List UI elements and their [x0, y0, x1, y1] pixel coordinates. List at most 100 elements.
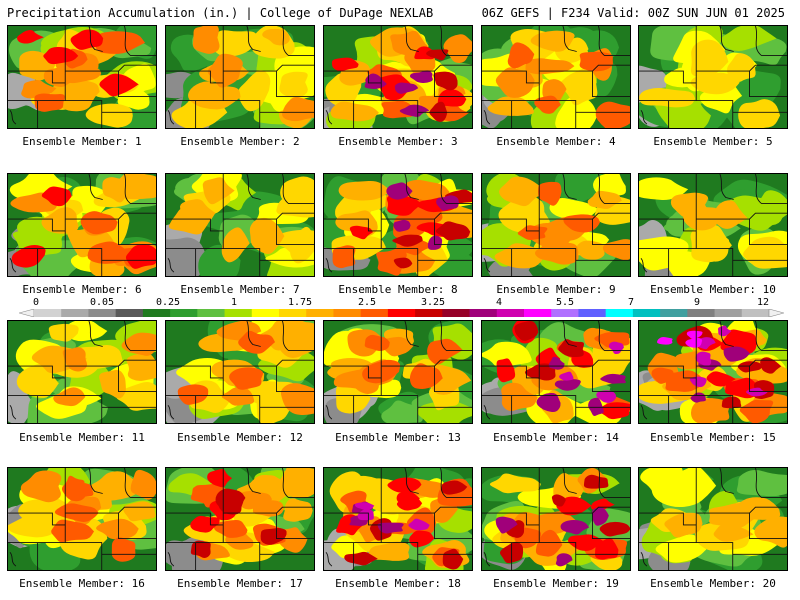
colorbar-tick-label: 4 [495, 297, 503, 308]
precip-contour [21, 80, 57, 99]
precip-field [639, 26, 787, 128]
colorbar-swatch [197, 309, 225, 317]
precip-contour [737, 361, 763, 373]
precip-contour [695, 351, 712, 367]
precip-contour [116, 381, 156, 411]
state-borders [8, 468, 156, 570]
precip-field [639, 174, 787, 276]
ensemble-member-label: Ensemble Member: 11 [19, 431, 145, 444]
precip-contour [130, 469, 156, 500]
colorbar-swatch [34, 309, 62, 317]
precip-contour [54, 503, 99, 522]
precip-contour [349, 225, 373, 240]
precip-contour [408, 518, 430, 531]
precip-contour [429, 101, 448, 122]
precip-contour [43, 46, 79, 65]
precip-contour [279, 71, 308, 98]
colorbar-swatch [496, 309, 525, 317]
precip-contour [207, 468, 233, 488]
precip-contour [754, 516, 787, 548]
precip-contour [409, 70, 433, 84]
map-title: Precipitation Accumulation (in.) | Colle… [7, 6, 434, 20]
ensemble-member-label: Ensemble Member: 19 [493, 577, 619, 590]
precip-contour [514, 321, 539, 341]
precip-contour [723, 346, 750, 362]
precip-contour [583, 474, 609, 489]
precip-contour [331, 57, 359, 72]
precip-field [639, 468, 787, 570]
precip-contour [354, 502, 375, 511]
precip-contour [344, 551, 378, 566]
ensemble-member-map [323, 467, 473, 571]
state-borders [639, 468, 787, 570]
precip-contour [111, 537, 136, 562]
precip-contour [441, 480, 468, 495]
ensemble-member-label: Ensemble Member: 13 [335, 431, 461, 444]
precip-contour [530, 30, 575, 52]
precip-contour [670, 192, 709, 218]
ensemble-member-map [638, 25, 788, 129]
precip-contour [364, 334, 390, 352]
precip-field [482, 26, 630, 128]
precip-contour [392, 234, 423, 247]
colorbar-swatch [251, 309, 280, 317]
colorbar-swatch [524, 309, 552, 317]
precip-contour [588, 397, 604, 416]
precip-contour [96, 518, 139, 540]
precip-contour [495, 516, 518, 534]
ensemble-member-map [165, 25, 315, 129]
ensemble-member-map [165, 173, 315, 277]
state-borders [482, 26, 630, 128]
precip-contour [496, 358, 516, 383]
precip-contour [427, 235, 443, 250]
precip-contour [218, 495, 244, 515]
precip-field [324, 26, 472, 128]
precip-field [8, 468, 156, 570]
precip-contour [168, 208, 213, 235]
ensemble-member-map [323, 173, 473, 277]
precip-field [482, 174, 630, 276]
precip-contour [501, 382, 538, 412]
precip-contour [721, 396, 742, 409]
precipitation-colorbar [19, 309, 784, 317]
precip-contour [560, 519, 590, 535]
precip-contour [587, 190, 622, 209]
colorbar-swatch [115, 309, 144, 317]
precip-contour [221, 386, 255, 406]
ensemble-member-label: Ensemble Member: 14 [493, 431, 619, 444]
state-borders [482, 468, 630, 570]
precip-contour [599, 521, 630, 537]
precip-contour [399, 179, 450, 203]
colorbar-swatch [687, 309, 715, 317]
ensemble-member-map [323, 25, 473, 129]
precip-field [8, 321, 156, 423]
precip-contour [394, 82, 419, 94]
colorbar-min-arrow [19, 309, 35, 317]
ensemble-member-map [481, 25, 631, 129]
state-borders [639, 174, 787, 276]
precip-contour [437, 89, 467, 107]
ensemble-member-map [7, 320, 157, 424]
precip-contour [53, 387, 86, 407]
precip-contour [85, 103, 133, 128]
precip-contour [387, 477, 422, 493]
precip-contour [640, 468, 683, 496]
ensemble-member-map [481, 467, 631, 571]
precip-contour [639, 177, 689, 200]
ensemble-member-map [7, 25, 157, 129]
precip-contour [77, 344, 123, 369]
precip-contour [427, 338, 463, 365]
colorbar-tick-label: 2.5 [357, 297, 377, 308]
precip-contour [221, 227, 250, 263]
precip-contour [596, 390, 617, 403]
ensemble-member-label: Ensemble Member: 18 [335, 577, 461, 590]
colorbar-tick-label: 12 [756, 297, 770, 308]
colorbar-swatch [714, 309, 743, 317]
ensemble-member-label: Ensemble Member: 15 [650, 431, 776, 444]
precip-contour [238, 330, 276, 354]
precip-contour [282, 97, 314, 122]
precip-contour [657, 336, 673, 345]
ensemble-member-map [165, 467, 315, 571]
ensemble-member-label: Ensemble Member: 3 [338, 135, 458, 148]
precip-contour [435, 221, 471, 241]
